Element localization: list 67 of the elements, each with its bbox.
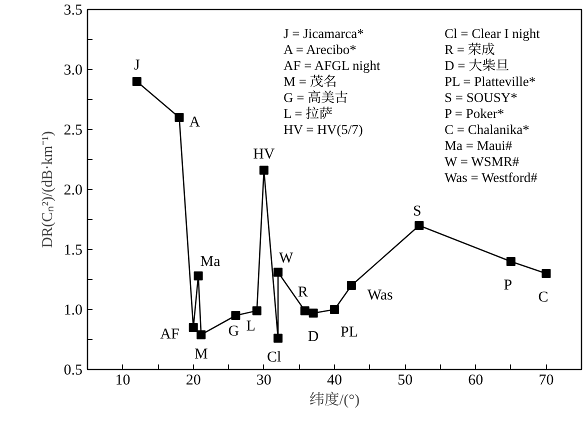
- point: [174, 113, 184, 122]
- annotation: S: [413, 204, 422, 220]
- annotation: AF = AFGL night: [284, 58, 381, 73]
- annotation: AF: [160, 326, 180, 342]
- annotation: PL: [340, 324, 358, 340]
- x-tick-label: 40: [327, 372, 342, 388]
- annotation: W = WSMR#: [444, 154, 520, 169]
- y-tick-label: 2.5: [64, 122, 82, 138]
- point: [259, 166, 268, 175]
- point: [188, 323, 198, 332]
- y-tick-label: 1.0: [64, 302, 82, 318]
- point: [414, 221, 424, 230]
- y-tick-label: 2.0: [64, 182, 82, 198]
- y-tick-label: 0.5: [64, 362, 82, 378]
- x-tick-label: 30: [256, 372, 272, 388]
- x-axis-title: 纬度/(°): [309, 392, 360, 408]
- y-tick-label: 3.5: [64, 2, 82, 18]
- annotation: PL = Platteville*: [444, 74, 536, 89]
- annotation: L = 拉萨: [284, 106, 333, 121]
- annotation: W: [279, 250, 294, 266]
- annotation: L: [246, 318, 256, 335]
- annotation: M = 茂名: [284, 74, 337, 89]
- annotation: Cl = Clear I night: [444, 26, 540, 41]
- annotation: R = 荣成: [444, 42, 496, 57]
- annotation: Ma = Maui#: [444, 138, 512, 153]
- point: [330, 305, 339, 314]
- annotation: J: [134, 58, 140, 74]
- x-tick-label: 70: [538, 372, 554, 388]
- annotation: HV: [253, 146, 275, 162]
- x-tick-label: 50: [398, 372, 413, 388]
- annotation: Was = Westford#: [444, 170, 538, 185]
- y-tick-label: 1.5: [64, 242, 82, 258]
- point: [542, 269, 551, 278]
- y-tick-label: 3.0: [64, 62, 82, 78]
- annotation: A: [189, 114, 200, 130]
- point: [231, 311, 240, 320]
- point: [308, 308, 318, 318]
- point: [252, 306, 262, 316]
- point: [506, 257, 516, 266]
- y-axis-title: DR(Cₙ²)/(dB·km⁻¹): [40, 131, 56, 248]
- point: [346, 281, 356, 290]
- annotation: HV = HV(5/7): [284, 122, 363, 137]
- point: [274, 268, 283, 277]
- x-tick-label: 60: [468, 372, 484, 388]
- point: [194, 271, 203, 280]
- point: [300, 306, 310, 316]
- annotation: G: [228, 324, 240, 340]
- x-tick-label: 10: [115, 372, 130, 388]
- annotation: S = SOUSY*: [444, 90, 518, 105]
- annotation: P = Poker*: [444, 106, 504, 121]
- annotation: Ma: [200, 254, 221, 270]
- annotation: C: [538, 290, 548, 306]
- x-tick-label: 20: [186, 372, 201, 388]
- annotation: Was: [367, 288, 394, 304]
- annotation: C = Chalanika*: [444, 122, 530, 137]
- annotation: J = Jicamarca*: [284, 26, 364, 41]
- annotation: D: [308, 329, 319, 346]
- annotation: A = Arecibo*: [284, 42, 357, 57]
- point: [132, 77, 142, 86]
- annotation: M: [194, 346, 208, 363]
- point: [274, 334, 283, 343]
- annotation: P: [504, 278, 512, 294]
- annotation: R: [298, 284, 308, 301]
- point: [196, 330, 206, 340]
- annotation: G = 高美古: [284, 90, 348, 105]
- annotation: D = 大柴旦: [444, 58, 510, 73]
- annotation: Cl: [266, 349, 282, 366]
